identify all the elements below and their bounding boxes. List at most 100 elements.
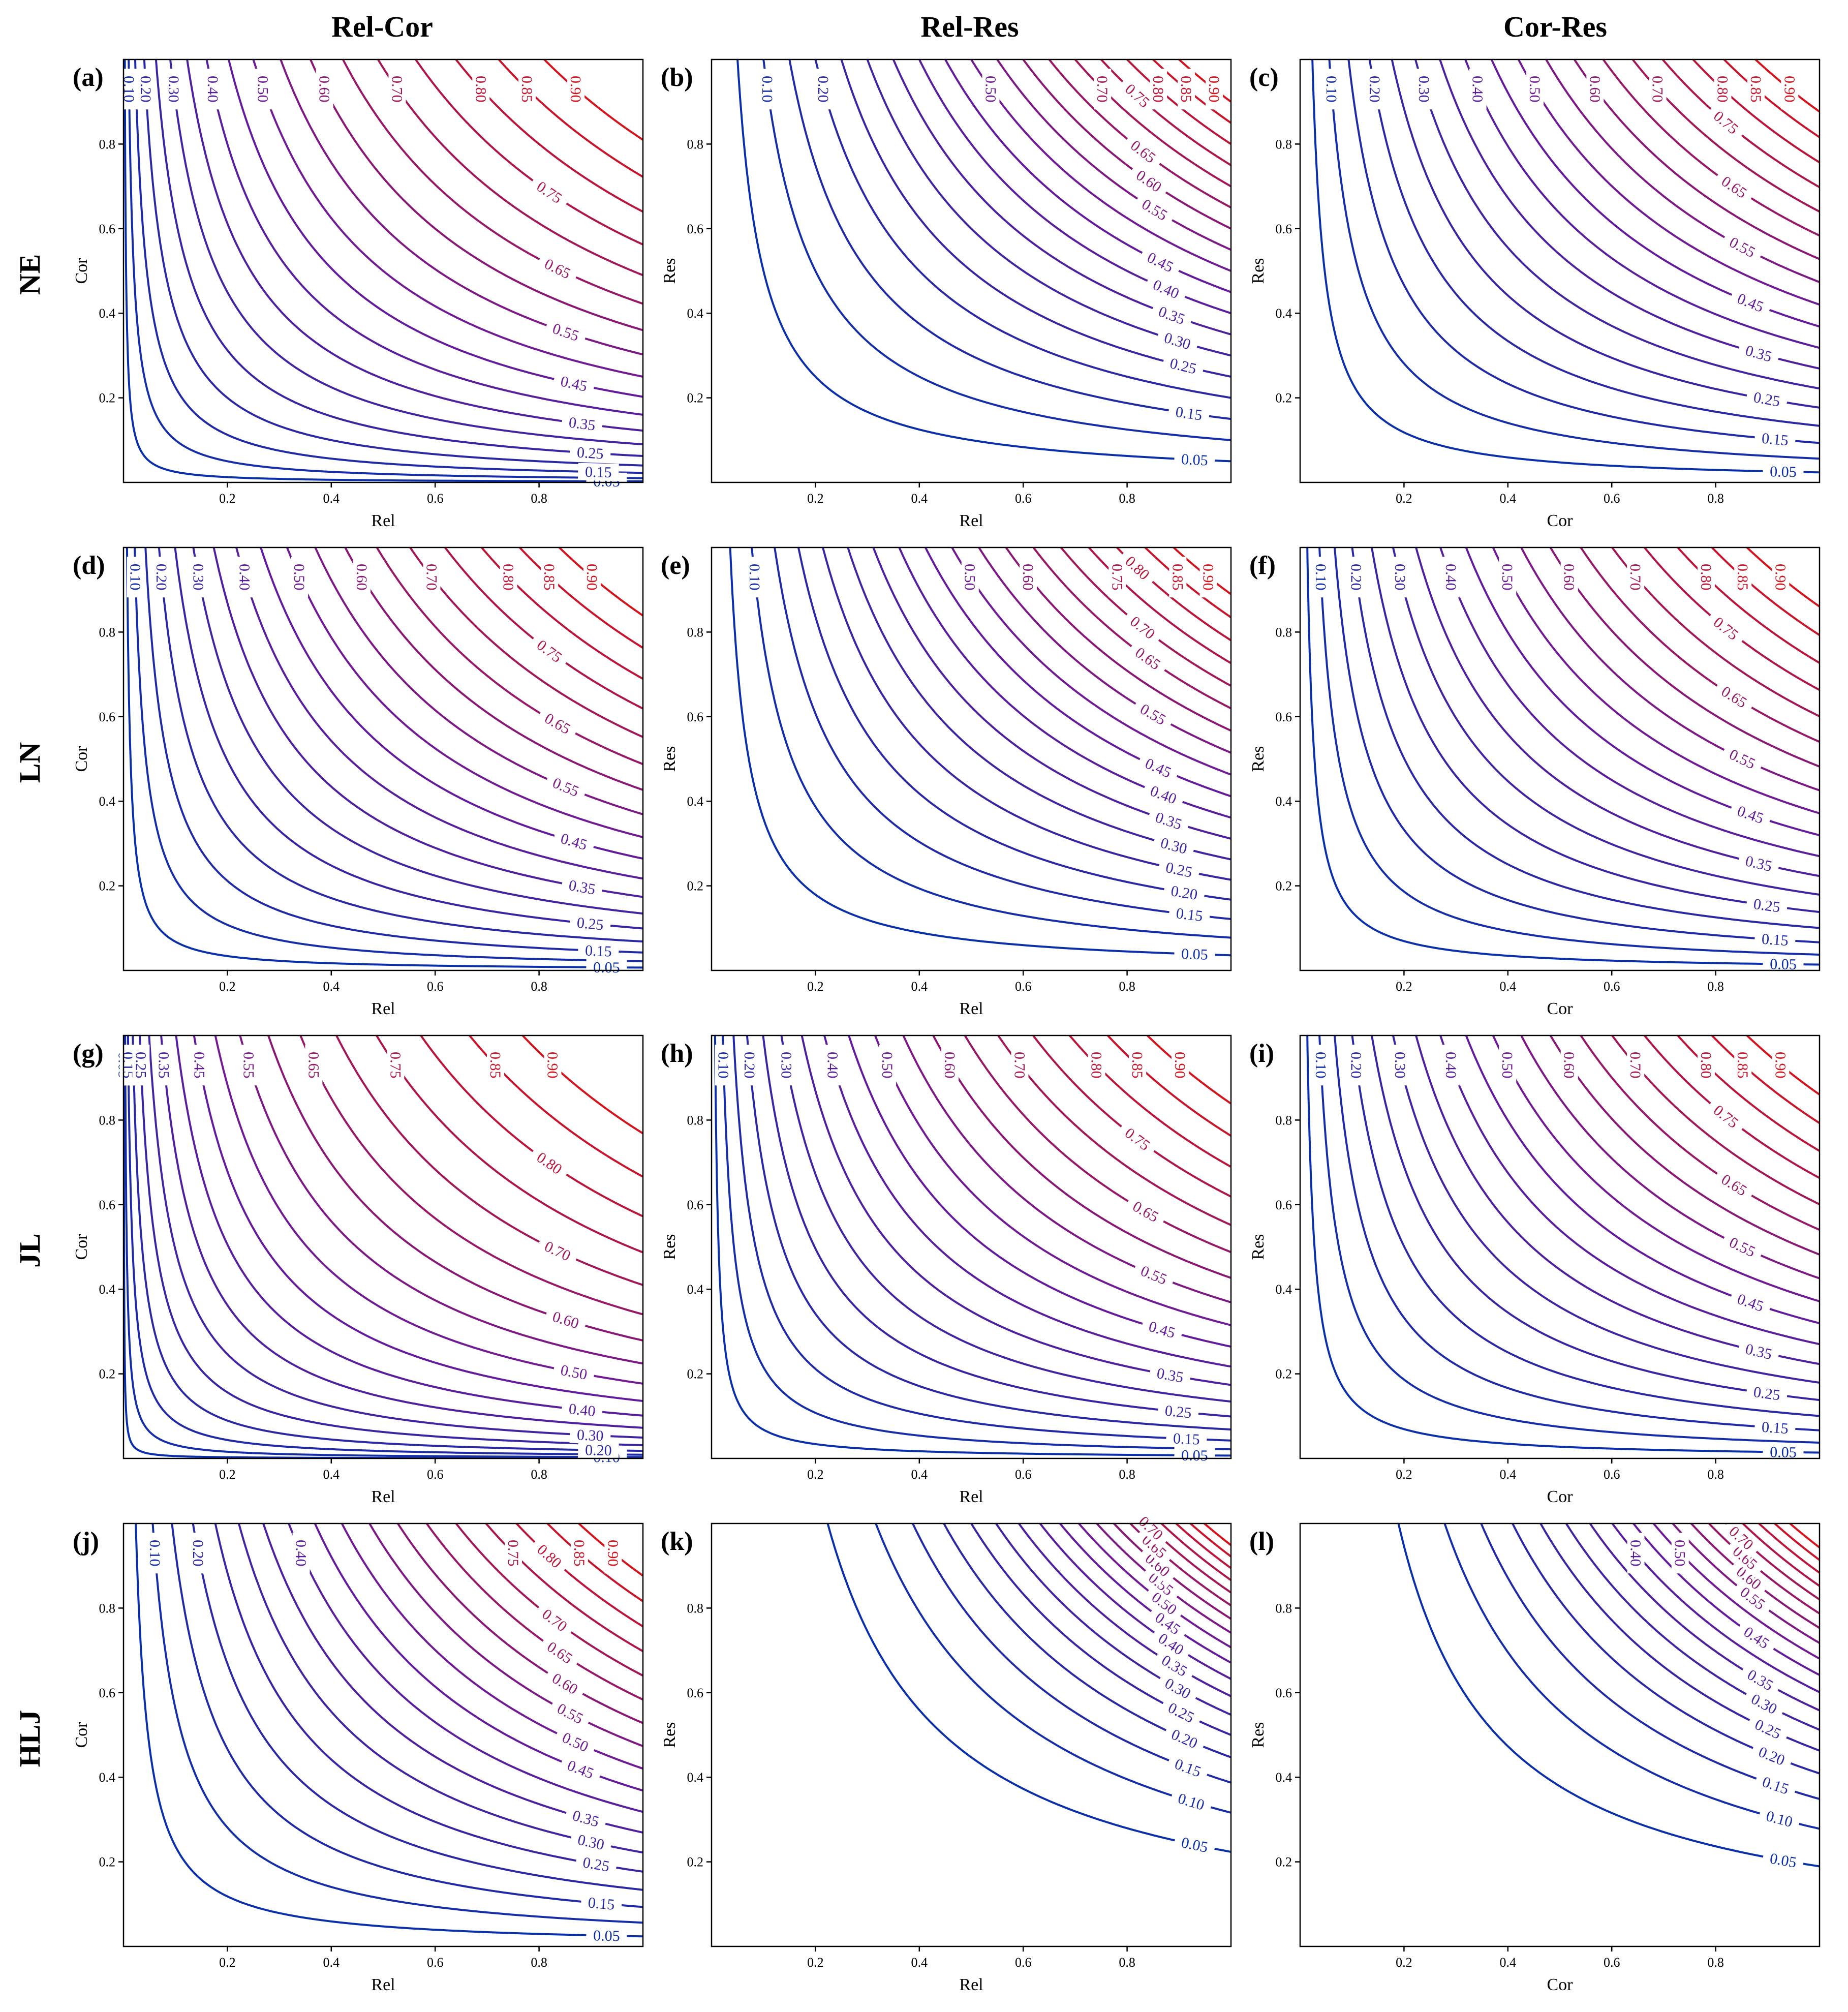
x-tick-label: 0.4 <box>911 1467 928 1482</box>
y-tick-label: 0.2 <box>687 879 704 894</box>
contour-line-0.15 <box>144 547 643 954</box>
contour-label-0.60: 0.60 <box>1020 564 1036 591</box>
y-axis-label: Res <box>660 746 679 772</box>
contour-line-0.70 <box>409 547 643 738</box>
panel-label: (f) <box>1249 551 1276 580</box>
contour-line-0.60 <box>1022 59 1231 230</box>
contour-line-0.65 <box>964 1035 1231 1254</box>
contour-label-0.60: 0.60 <box>353 564 370 591</box>
panel-d: 0.050.150.250.350.450.550.650.750.10 0.20… <box>72 546 644 1018</box>
axis-ticks: 0.2 0.4 0.6 0.8 0.2 0.4 0.6 0.8 <box>687 1601 1135 1970</box>
contour-label-0.60: 0.60 <box>1586 76 1603 103</box>
y-tick-label: 0.4 <box>1276 1770 1292 1785</box>
contour-label-0.60: 0.60 <box>316 76 333 103</box>
axes-frame <box>711 546 1232 971</box>
contour-label-0.30: 0.30 <box>190 564 207 591</box>
contour-label-0.70: 0.70 <box>1011 1052 1028 1079</box>
contour-line-0.30 <box>780 1035 1231 1403</box>
contour-line-0.50 <box>1077 1523 1231 1649</box>
contour-line-0.85 <box>1711 547 1820 636</box>
contour-line-0.25 <box>822 547 1231 881</box>
y-tick-label: 0.2 <box>687 1855 704 1870</box>
contour-line-0.50 <box>252 59 643 378</box>
axis-ticks: 0.2 0.4 0.6 0.8 0.2 0.4 0.6 0.8 <box>687 1113 1135 1482</box>
contour-label-0.70: 0.70 <box>423 564 440 591</box>
contour-label-0.90: 0.90 <box>583 564 600 591</box>
contour-line-0.40 <box>1439 1035 1820 1346</box>
contour-line-0.30 <box>192 547 643 915</box>
y-axis-label: Res <box>1249 1722 1268 1748</box>
contour-line-0.75 <box>444 547 643 710</box>
y-tick-label: 0.6 <box>687 1198 704 1212</box>
x-axis-label: Rel <box>959 511 983 530</box>
x-axis-label: Cor <box>1547 511 1574 530</box>
y-tick-label: 0.6 <box>1276 1686 1292 1700</box>
x-tick-label: 0.6 <box>1604 1955 1620 1970</box>
x-tick-label: 0.4 <box>911 1955 928 1970</box>
contour-label-0.30: 0.30 <box>576 1426 604 1445</box>
contour-lines <box>1306 547 1820 966</box>
contour-line-0.25 <box>762 1035 1231 1418</box>
contour-line-0.20 <box>158 547 643 943</box>
contour-label-0.05: 0.05 <box>1180 1834 1209 1856</box>
y-tick-label: 0.4 <box>99 1770 116 1785</box>
y-tick-label: 0.2 <box>99 1367 116 1382</box>
x-tick-label: 0.8 <box>1119 1955 1135 1970</box>
contour-line-0.60 <box>309 59 643 331</box>
y-tick-label: 0.6 <box>99 710 116 724</box>
contour-line-0.10 <box>134 547 643 963</box>
y-tick-label: 0.8 <box>99 625 116 639</box>
col-title-cor-res: Cor-Res <box>1503 10 1607 43</box>
contour-label-0.80: 0.80 <box>1698 564 1714 591</box>
contour-line-0.35 <box>212 547 643 898</box>
contour-line-0.20 <box>192 1523 643 1891</box>
contour-label-0.35: 0.35 <box>1153 809 1184 833</box>
x-tick-label: 0.2 <box>1396 491 1412 506</box>
contour-line-0.90 <box>1203 1523 1231 1546</box>
y-tick-label: 0.2 <box>687 1367 704 1382</box>
contour-label-0.50: 0.50 <box>879 1052 896 1079</box>
x-tick-label: 0.6 <box>1604 1467 1620 1482</box>
contour-label-0.15: 0.15 <box>1760 1774 1791 1798</box>
contour-label-0.50: 0.50 <box>982 76 999 103</box>
x-axis-label: Rel <box>371 1975 395 1994</box>
contour-line-0.60 <box>396 1523 643 1724</box>
y-axis-label: Res <box>1249 1234 1268 1260</box>
contour-line-0.05 <box>135 1523 643 1938</box>
contour-labels: 0.050.150.200.250.300.350.400.450.550.65… <box>746 547 1217 964</box>
contour-line-0.15 <box>732 1035 1231 1442</box>
panel-label: (e) <box>661 551 690 580</box>
x-tick-label: 0.4 <box>323 979 340 994</box>
row-label-hlj: HLJ <box>13 1710 46 1767</box>
contour-label-0.80: 0.80 <box>1714 76 1731 103</box>
contour-line-0.50 <box>214 1035 643 1385</box>
x-tick-label: 0.4 <box>323 491 340 506</box>
contour-line-0.15 <box>134 59 643 474</box>
y-tick-label: 0.8 <box>687 1601 704 1615</box>
contour-label-0.40: 0.40 <box>568 1400 596 1420</box>
contour-line-0.90 <box>558 547 643 617</box>
contour-line-0.35 <box>872 547 1231 840</box>
x-tick-label: 0.2 <box>219 491 236 506</box>
contour-line-0.20 <box>797 547 1231 901</box>
contour-line-0.10 <box>751 547 1231 939</box>
x-tick-label: 0.8 <box>1707 1467 1724 1482</box>
contour-label-0.15: 0.15 <box>1173 1755 1204 1780</box>
contour-label-0.80: 0.80 <box>1150 76 1166 103</box>
contour-label-0.90: 0.90 <box>1772 1052 1789 1079</box>
contour-label-0.35: 0.35 <box>1744 852 1774 875</box>
contour-label-0.45: 0.45 <box>1735 1291 1766 1315</box>
contour-label-0.35: 0.35 <box>1743 342 1773 365</box>
contour-line-0.40 <box>288 1523 643 1813</box>
contour-label-0.85: 0.85 <box>541 564 558 591</box>
y-tick-label: 0.8 <box>687 1113 704 1127</box>
contour-line-0.10 <box>1318 1035 1820 1444</box>
contour-line-0.85 <box>518 547 643 649</box>
contour-line-0.85 <box>1711 1035 1820 1124</box>
contour-label-0.20: 0.20 <box>190 1540 206 1567</box>
contour-line-0.85 <box>1723 59 1820 138</box>
contour-line-0.20 <box>1368 59 1820 427</box>
contour-label-0.20: 0.20 <box>741 1052 758 1079</box>
contour-labels: 0.050.150.250.350.450.550.650.750.10 0.20… <box>127 557 627 977</box>
